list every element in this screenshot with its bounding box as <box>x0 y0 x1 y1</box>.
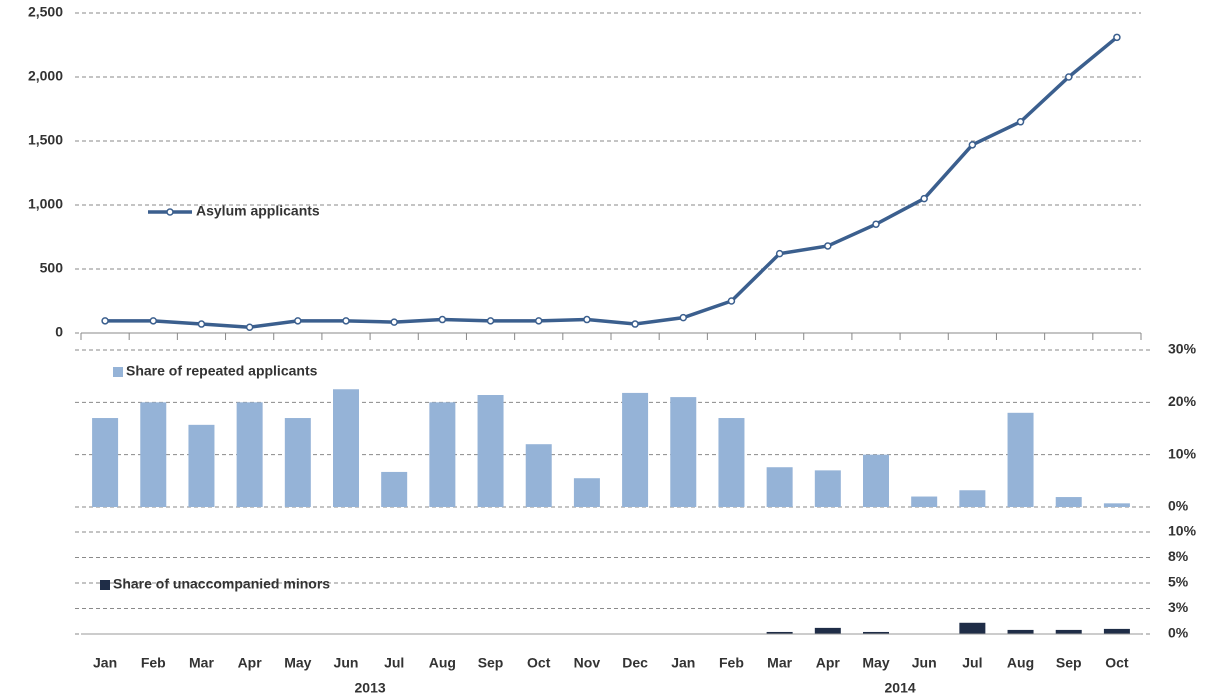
marker <box>872 220 880 228</box>
x-tick-label: May <box>284 655 311 671</box>
marker <box>1113 33 1121 42</box>
x-group-label: 2014 <box>885 680 916 696</box>
x-tick-label: Feb <box>719 655 744 671</box>
bar <box>1103 628 1130 634</box>
x-tick-label: Aug <box>1007 655 1034 671</box>
bar <box>863 454 889 507</box>
x-tick-label: Mar <box>189 655 214 671</box>
x-group-label: 2013 <box>355 680 386 696</box>
bar <box>477 395 504 507</box>
marker <box>775 249 784 258</box>
legend-swatch <box>113 367 123 377</box>
x-tick-label: Nov <box>574 655 601 671</box>
bar <box>1007 412 1034 507</box>
bar <box>863 631 889 634</box>
marker <box>486 317 495 325</box>
marker <box>534 317 543 325</box>
y-tick-label: 10% <box>1168 523 1197 539</box>
y-tick-label: 2,500 <box>28 4 63 20</box>
y-tick-label: 10% <box>1168 445 1197 461</box>
x-tick-label: Feb <box>141 655 166 671</box>
bar <box>1103 503 1130 507</box>
marker <box>631 320 639 328</box>
x-tick-label: Jun <box>912 655 937 671</box>
y-tick-label: 1,000 <box>28 196 63 212</box>
x-tick-label: Apr <box>238 655 263 671</box>
marker <box>1016 118 1025 126</box>
bar <box>140 402 167 507</box>
x-tick-label: Oct <box>1105 655 1129 671</box>
y-tick-label: 3% <box>1168 599 1189 615</box>
bar <box>814 470 841 507</box>
y-tick-label: 0% <box>1168 625 1189 641</box>
marker <box>149 317 158 325</box>
y-tick-label: 30% <box>1168 341 1197 357</box>
bar <box>670 397 697 507</box>
marker <box>294 317 302 325</box>
y-tick-label: 5% <box>1168 574 1189 590</box>
bar <box>92 418 119 507</box>
marker <box>101 317 109 325</box>
bar <box>622 392 649 507</box>
y-tick-label: 0 <box>55 324 63 340</box>
marker <box>1064 73 1073 81</box>
legend-marker <box>166 208 174 216</box>
x-tick-label: Mar <box>767 655 792 671</box>
marker <box>390 318 398 326</box>
marker <box>968 141 977 149</box>
marker <box>245 323 254 331</box>
marker <box>342 317 350 325</box>
bar <box>284 418 311 507</box>
bar <box>911 496 938 507</box>
x-tick-label: Jul <box>962 655 982 671</box>
x-tick-label: Apr <box>816 655 841 671</box>
legend-swatch <box>100 580 110 590</box>
bar <box>381 471 408 507</box>
y-tick-label: 1,500 <box>28 132 63 148</box>
x-tick-label: Jun <box>334 655 359 671</box>
x-tick-label: May <box>862 655 889 671</box>
bar <box>814 627 841 634</box>
bar <box>573 478 600 507</box>
bar <box>525 444 552 507</box>
line <box>105 35 1119 329</box>
x-tick-label: Dec <box>622 655 648 671</box>
legend-label: Share of repeated applicants <box>126 363 318 379</box>
x-tick-label: Jan <box>93 655 117 671</box>
marker <box>197 320 206 328</box>
bar <box>1055 497 1082 507</box>
marker <box>920 194 928 203</box>
bar <box>429 402 456 507</box>
x-tick-label: Aug <box>429 655 456 671</box>
y-tick-label: 20% <box>1168 393 1197 409</box>
y-tick-label: 2,000 <box>28 68 63 84</box>
y-tick-label: 500 <box>40 260 64 276</box>
bar <box>1007 629 1034 634</box>
bar <box>766 631 793 634</box>
x-tick-label: Jul <box>384 655 404 671</box>
legend-label: Asylum applicants <box>196 203 320 219</box>
bar <box>1055 629 1082 634</box>
bar <box>959 490 986 507</box>
bar <box>766 467 793 507</box>
x-tick-label: Oct <box>527 655 551 671</box>
bar <box>188 424 215 507</box>
bar <box>959 622 986 634</box>
x-tick-label: Sep <box>478 655 504 671</box>
bar <box>718 418 745 507</box>
marker <box>679 313 688 322</box>
y-tick-label: 8% <box>1168 548 1189 564</box>
marker <box>583 315 591 324</box>
x-tick-label: Sep <box>1056 655 1082 671</box>
x-tick-label: Jan <box>671 655 695 671</box>
y-tick-label: 0% <box>1168 498 1189 514</box>
bar <box>333 389 359 507</box>
bar <box>236 402 263 507</box>
marker <box>824 242 832 250</box>
marker <box>727 297 736 305</box>
marker <box>438 315 447 324</box>
legend-label: Share of unaccompanied minors <box>113 576 330 592</box>
